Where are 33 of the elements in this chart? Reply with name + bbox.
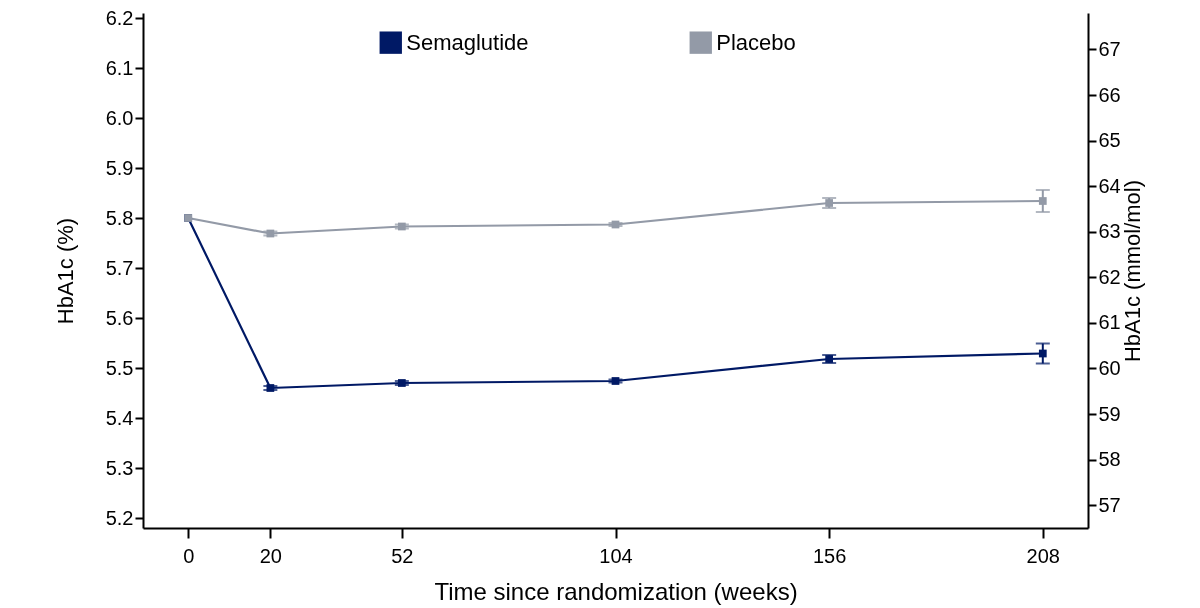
x-tick-label: 104 bbox=[599, 544, 633, 567]
y-tick-label: 6.0 bbox=[105, 106, 134, 129]
y2-tick-label: 58 bbox=[1098, 448, 1121, 471]
y2-tick-label: 67 bbox=[1098, 37, 1121, 60]
y2-axis-title: HbA1c (mmol/mol) bbox=[1119, 179, 1145, 363]
y2-tick-label: 57 bbox=[1098, 493, 1121, 516]
y-axis-title: HbA1c (%) bbox=[52, 217, 78, 325]
y2-tick-label: 62 bbox=[1098, 265, 1121, 288]
y2-tick-label: 66 bbox=[1098, 83, 1121, 106]
y-tick-label: 6.1 bbox=[105, 56, 134, 79]
y2-tick-label: 63 bbox=[1098, 220, 1121, 243]
y-tick-label: 5.2 bbox=[105, 506, 134, 529]
y-tick-label: 5.3 bbox=[105, 456, 134, 479]
y-tick-label: 5.6 bbox=[105, 306, 134, 329]
y2-tick-label: 60 bbox=[1098, 356, 1121, 379]
y2-tick-label: 65 bbox=[1098, 129, 1121, 152]
y-tick-label: 5.8 bbox=[105, 206, 134, 229]
x-tick-label: 156 bbox=[812, 544, 847, 567]
y2-tick-label: 59 bbox=[1098, 402, 1121, 425]
y2-tick-label: 64 bbox=[1098, 174, 1121, 197]
y-tick-label: 6.2 bbox=[105, 6, 134, 29]
legend-label: Placebo bbox=[716, 29, 796, 55]
x-tick-label: 20 bbox=[259, 544, 282, 567]
y-tick-label: 5.7 bbox=[105, 256, 134, 279]
y-tick-label: 5.5 bbox=[105, 356, 134, 379]
y2-tick-label: 61 bbox=[1098, 311, 1121, 334]
y-tick-label: 5.9 bbox=[105, 156, 134, 179]
x-axis-title: Time since randomization (weeks) bbox=[434, 577, 798, 605]
y-tick-label: 5.4 bbox=[105, 406, 134, 429]
x-tick-label: 52 bbox=[391, 544, 414, 567]
x-tick-label: 208 bbox=[1026, 544, 1060, 567]
legend-label: Semaglutide bbox=[406, 29, 529, 55]
x-tick-label: 0 bbox=[183, 544, 195, 567]
